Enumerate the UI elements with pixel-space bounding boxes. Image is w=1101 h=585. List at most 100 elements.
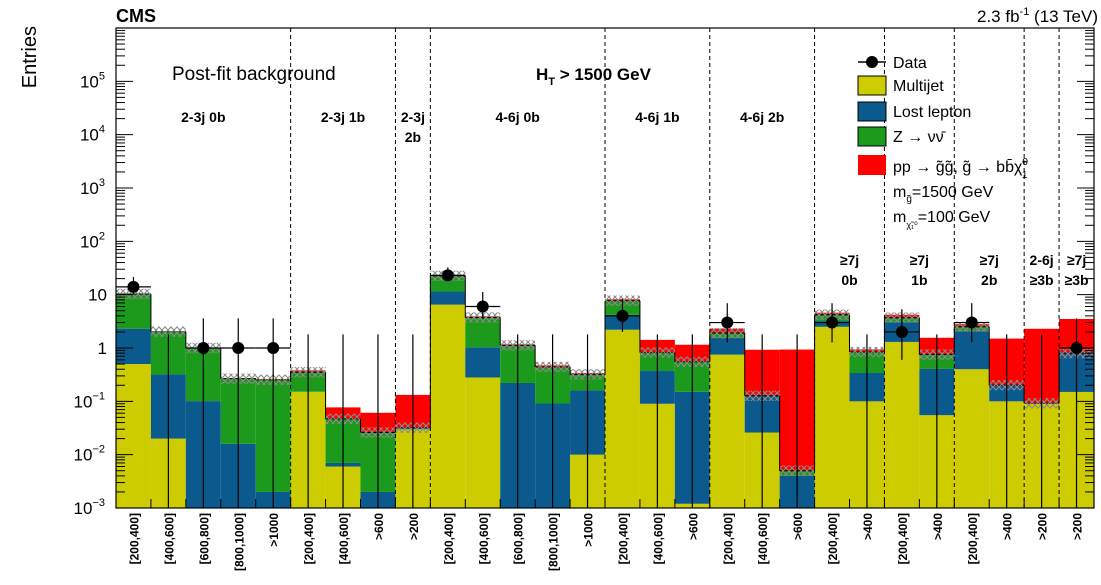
x-tick-label: [400,600] — [477, 513, 491, 564]
data-point — [965, 316, 978, 329]
legend-lsp-mass: mχ̃₁⁰=100 GeV — [893, 209, 991, 230]
uncertainty-band — [150, 326, 186, 337]
plot-area — [116, 267, 1094, 508]
data-point — [127, 280, 140, 293]
data-point — [197, 342, 210, 354]
x-tick-label: >200 — [1036, 513, 1050, 540]
x-tick-label: [400,600] — [756, 513, 770, 564]
y-axis-title: Entries — [19, 26, 41, 88]
bar-multijet — [814, 326, 850, 508]
legend-signal-swatch — [858, 155, 886, 175]
legend: Data Multijet Lost lepton Z → νν̄ pp → g… — [857, 55, 1028, 230]
bar-lost-lepton — [430, 291, 466, 305]
x-tick-label: >600 — [372, 513, 386, 540]
bar-multijet — [884, 341, 920, 508]
bar-multijet — [709, 354, 745, 508]
region-label: 2-3j 0b — [181, 109, 225, 125]
data-point — [267, 342, 280, 354]
y-axis: 10−3 10−2 10−1 1 10 102 103 104 105 — [74, 27, 1094, 518]
y-tick-label: 104 — [80, 124, 105, 145]
x-tick-label: [200,400] — [721, 513, 735, 564]
x-tick-label: >400 — [931, 513, 945, 540]
legend-data-label: Data — [893, 55, 927, 72]
legend-gluino-mass: mg̃=1500 GeV — [893, 184, 994, 205]
bar-znunu — [116, 293, 151, 329]
x-tick-label: [200,400] — [302, 513, 316, 564]
legend-lostlepton-label: Lost lepton — [893, 104, 971, 121]
luminosity-label: 2.3 fb-1 (13 TeV) — [977, 6, 1098, 26]
ht-cut-label: HT > 1500 GeV — [536, 65, 652, 88]
region-label-line1: ≥7j — [980, 252, 999, 268]
x-tick-label: >600 — [791, 513, 805, 540]
data-point — [826, 316, 839, 329]
bar-lost-lepton — [116, 328, 151, 365]
x-tick-label: [800,1000] — [232, 513, 246, 571]
x-axis: [200,400] [400,600] [600,800] [800,1000] >10… — [115, 499, 1095, 571]
x-tick-label: [600,800] — [512, 513, 526, 564]
bar-multijet — [605, 329, 640, 508]
y-tick-label: 10−3 — [74, 497, 105, 518]
x-tick-label: [200,400] — [966, 513, 980, 564]
data-point — [1070, 342, 1083, 354]
region-label-line1: 2-3j — [401, 109, 425, 125]
x-tick-label: [200,400] — [127, 513, 141, 564]
x-tick-label: >1000 — [582, 513, 596, 547]
bar-multijet — [465, 377, 501, 508]
y-tick-label: 105 — [80, 70, 105, 91]
x-tick-label: [200,400] — [442, 513, 456, 564]
legend-multijet-swatch — [857, 75, 887, 96]
region-label: 4-6j 0b — [495, 109, 539, 125]
region-label: 2-3j 1b — [321, 109, 365, 125]
y-tick-label: 10−1 — [74, 390, 105, 411]
legend-data-marker — [866, 56, 878, 68]
x-tick-label: >200 — [1071, 513, 1085, 540]
region-label-line2: 2b — [405, 129, 421, 145]
y-tick-label: 10−2 — [74, 444, 105, 465]
data-point — [616, 309, 629, 322]
x-tick-label: [400,600] — [651, 513, 665, 564]
x-tick-label: >600 — [686, 513, 700, 540]
region-label-line1: ≥7j — [1067, 252, 1086, 268]
data-point — [895, 325, 908, 338]
region-label-line1: 2-6j — [1030, 252, 1054, 268]
x-tick-label: [200,400] — [826, 513, 840, 564]
x-tick-label: [400,600] — [162, 513, 176, 564]
region-label-line2: ≥3b — [1065, 272, 1089, 288]
bar-multijet — [430, 304, 466, 508]
region-label-line2: 0b — [841, 272, 857, 288]
region-label-line2: 1b — [911, 272, 927, 288]
region-label: 4-6j 1b — [635, 109, 679, 125]
x-tick-label: >1000 — [267, 513, 281, 547]
region-label-line1: ≥7j — [910, 252, 929, 268]
x-tick-label: [800,1000] — [547, 513, 561, 571]
y-tick-label: 103 — [80, 177, 105, 198]
bar-multijet — [116, 364, 151, 508]
experiment-label: CMS — [116, 6, 156, 26]
legend-znunu-swatch — [857, 126, 887, 147]
legend-signal-label: pp → g̃g̃, g̃ → bb̄χ̃0 1 — [893, 157, 1028, 181]
data-point — [721, 316, 734, 329]
x-tick-label: [200,400] — [896, 513, 910, 564]
bar-multijet — [954, 369, 990, 508]
data-point — [476, 300, 489, 313]
x-tick-label: >400 — [861, 513, 875, 540]
x-tick-label: [200,400] — [616, 513, 630, 564]
region-label-line1: ≥7j — [840, 252, 859, 268]
legend-lostlepton-swatch — [857, 101, 887, 122]
data-point — [232, 342, 245, 354]
region-label: 4-6j 2b — [740, 109, 784, 125]
bar-lost-lepton — [709, 337, 745, 355]
y-tick-label: 102 — [80, 230, 105, 251]
region-label-line2: 2b — [981, 272, 997, 288]
x-tick-label: [400,600] — [337, 513, 351, 564]
x-tick-label: >400 — [1001, 513, 1015, 540]
y-tick-label: 1 — [98, 339, 107, 358]
bar-lost-lepton — [465, 347, 501, 378]
data-point — [441, 269, 454, 282]
x-tick-label: >200 — [407, 513, 421, 540]
legend-multijet-label: Multijet — [893, 78, 944, 95]
region-label-line2: ≥3b — [1030, 272, 1054, 288]
x-tick-label: [600,800] — [197, 513, 211, 564]
plot-label: Post-fit background — [172, 64, 336, 85]
